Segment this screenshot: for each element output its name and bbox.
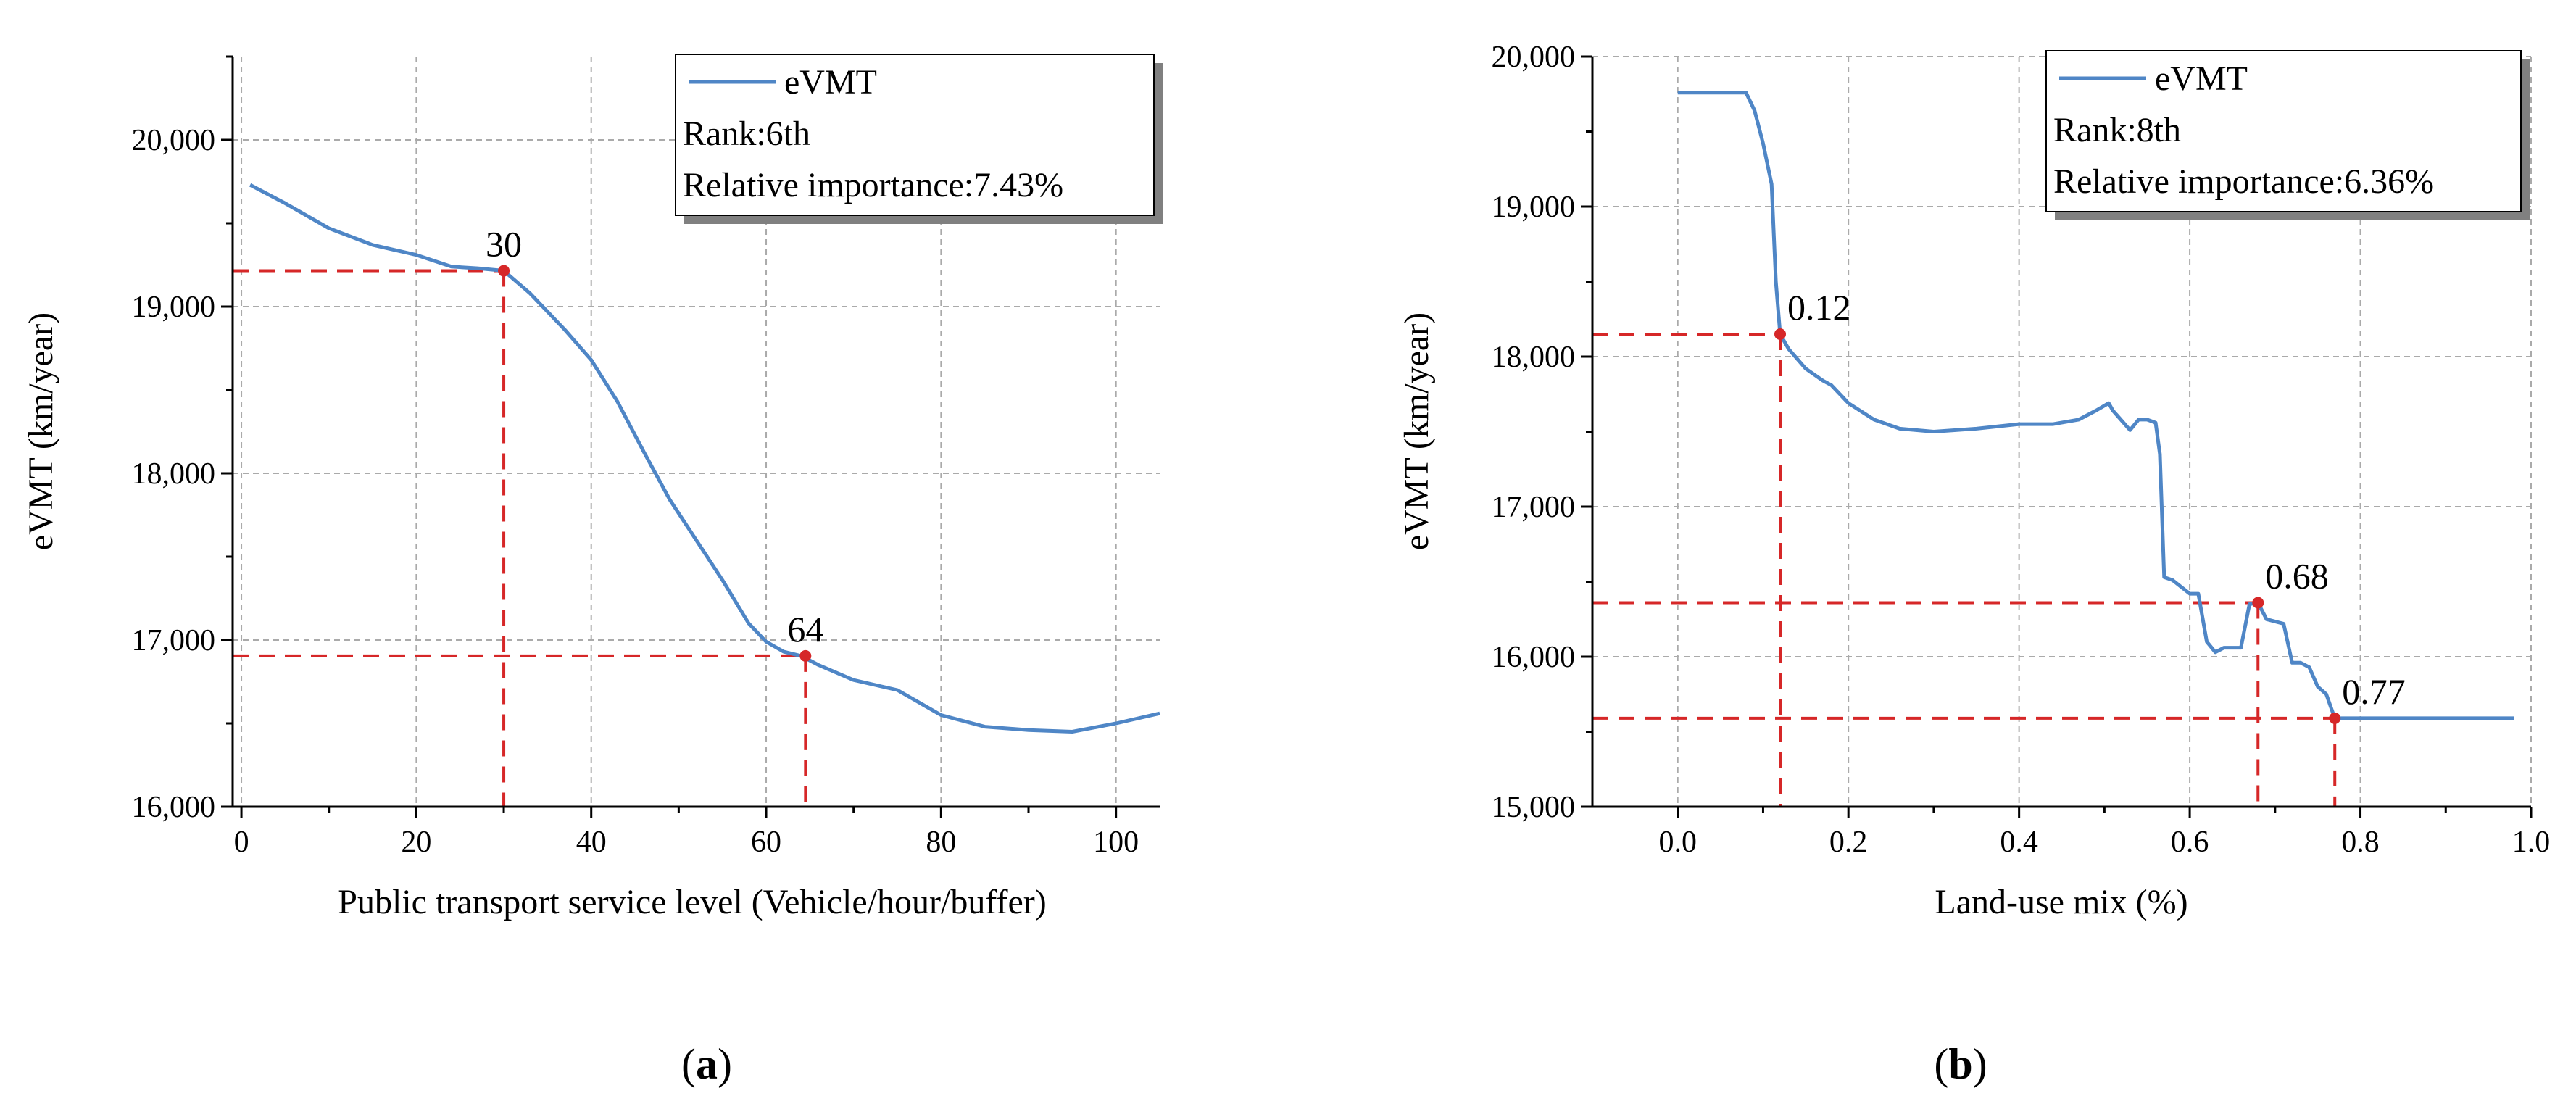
marker-label: 64 (787, 609, 823, 649)
x-tick-label: 20 (401, 826, 431, 859)
x-tick-label: 0.2 (1829, 826, 1868, 859)
series-line-evmt (1677, 91, 2514, 720)
chart-panel-a: 30 64 0 20 40 60 80 100 16,000 17,000 18,000 19,00… (22, 54, 1163, 1088)
y-tick-label: 18,000 (132, 457, 216, 491)
x-tick-label: 0.8 (2341, 826, 2380, 859)
caption-close: ) (718, 1040, 732, 1088)
x-tick-label: 40 (576, 826, 607, 859)
y-axis-title: eVMT (km/year) (22, 312, 60, 550)
legend-series-label: eVMT (2155, 59, 2248, 98)
y-tick-label: 17,000 (1492, 491, 1576, 524)
y-tick-label: 17,000 (132, 624, 216, 657)
panel-caption: (a) (681, 1040, 732, 1088)
series-line-evmt (249, 183, 1160, 734)
x-tick-label: 0 (234, 826, 249, 859)
x-tick-label: 1.0 (2512, 826, 2551, 859)
marker-point (2329, 712, 2341, 724)
legend-importance: Relative importance:6.36% (2053, 162, 2434, 201)
x-tick-label: 0.0 (1658, 826, 1697, 859)
legend-series-label: eVMT (784, 63, 877, 101)
y-tick-label: 19,000 (132, 291, 216, 324)
axes: 0.0 0.2 0.4 0.6 0.8 1.0 15,000 16,000 17,000 18,0… (1492, 41, 2551, 859)
marker-point (1774, 328, 1786, 340)
legend-rank: Rank:8th (2053, 111, 2181, 149)
y-tick-label: 19,000 (1492, 191, 1576, 224)
caption-open: ( (681, 1040, 696, 1088)
marker-label: 0.68 (2265, 555, 2329, 596)
legend: eVMT Rank:6th Relative importance:7.43% (675, 54, 1163, 224)
caption-letter: a (696, 1040, 718, 1088)
y-tick-label: 18,000 (1492, 341, 1576, 374)
marker-label: 0.12 (1787, 287, 1851, 328)
x-tick-label: 0.4 (2000, 826, 2038, 859)
x-tick-label: 100 (1093, 826, 1139, 859)
marker-label: 0.77 (2342, 671, 2406, 712)
legend-importance: Relative importance:7.43% (683, 166, 1063, 204)
legend: eVMT Rank:8th Relative importance:6.36% (2045, 50, 2530, 220)
y-axis-title: eVMT (km/year) (1397, 312, 1436, 550)
caption-close: ) (1973, 1040, 1987, 1088)
chart-panel-b: 0.12 0.68 0.77 0.0 0.2 0.4 0.6 0.8 1.0 15,000 16,… (1397, 41, 2550, 1088)
y-tick-label: 15,000 (1492, 791, 1576, 824)
marker-label: 30 (486, 224, 522, 265)
x-tick-label: 80 (926, 826, 956, 859)
marker-point (2252, 597, 2264, 609)
y-tick-label: 16,000 (132, 791, 216, 824)
markers: 30 64 (486, 224, 823, 662)
y-tick-label: 20,000 (1492, 41, 1576, 74)
caption-open: ( (1934, 1040, 1948, 1088)
markers: 0.12 0.68 0.77 (1774, 287, 2406, 724)
y-tick-label: 20,000 (132, 124, 216, 157)
legend-rank: Rank:6th (683, 115, 810, 153)
x-tick-label: 0.6 (2171, 826, 2209, 859)
guide-lines (1592, 332, 2337, 807)
x-tick-label: 60 (751, 826, 781, 859)
y-tick-label: 16,000 (1492, 641, 1576, 674)
caption-letter: b (1948, 1040, 1972, 1088)
marker-point (799, 649, 812, 662)
marker-point (498, 265, 510, 277)
guide-lines (233, 269, 807, 807)
panel-caption: (b) (1934, 1040, 1987, 1088)
x-axis-title: Public transport service level (Vehicle/… (338, 883, 1046, 921)
x-axis-title: Land-use mix (%) (1935, 883, 2187, 921)
axes: 0 20 40 60 80 100 16,000 17,000 18,000 19,000 20,0… (132, 55, 1160, 859)
